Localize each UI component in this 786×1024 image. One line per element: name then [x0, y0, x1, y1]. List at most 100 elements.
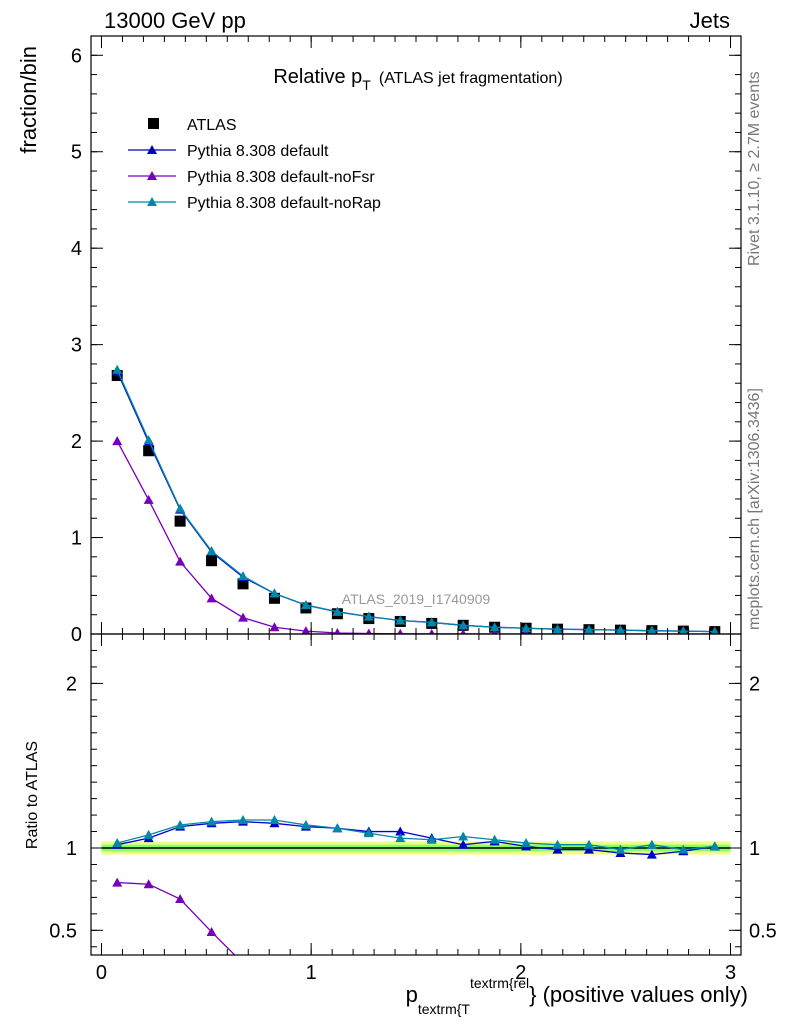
ratio-axis-label: Ratio to ATLAS: [24, 741, 41, 849]
series-3-ratio-line: [117, 819, 715, 851]
series-0-point: [268, 592, 280, 604]
ratio-series-group: [101, 815, 731, 1017]
series-3-ratio-point: [489, 834, 500, 844]
ratio-tick-label-right: 1: [749, 838, 760, 860]
series-3-ratio-point: [646, 839, 657, 849]
legend-label: ATLAS: [187, 117, 237, 134]
series-3-ratio-point: [206, 816, 217, 826]
series-2-point: [143, 494, 154, 504]
series-2-ratio-point: [143, 879, 154, 889]
main-series-group: [111, 364, 721, 634]
series-3-ratio-point: [175, 819, 186, 829]
series-3-point: [678, 626, 688, 634]
series-2-point: [491, 628, 498, 634]
series-3-point: [710, 626, 719, 634]
series-2-ratio-point: [112, 877, 123, 887]
series-1-ratio-point: [395, 826, 406, 836]
series-0-point: [143, 445, 155, 457]
series-3-point: [615, 625, 626, 634]
chart-title: Relative pT (ATLAS jet fragmentation): [273, 66, 562, 93]
series-1-ratio-line: [117, 821, 715, 856]
x-axis-label: ptextrm{T textrm{rel} (positive values on…: [406, 975, 748, 1017]
series-0-point: [206, 555, 218, 567]
x-axis-label-part: textrm{rel: [470, 975, 529, 991]
series-3-ratio-point: [615, 844, 626, 854]
series-3-point: [332, 606, 343, 616]
series-2-point: [365, 628, 372, 634]
series-3-point: [521, 623, 532, 633]
chart-title-note: (ATLAS jet fragmentation): [379, 70, 563, 87]
y-tick-label: 6: [71, 45, 82, 67]
series-2-point: [175, 556, 186, 566]
x-axis-label-part: textrm{T: [418, 1001, 471, 1017]
series-3-ratio-point: [552, 839, 563, 849]
header-right: Jets: [689, 8, 730, 33]
series-2-ratio-point: [175, 894, 186, 904]
series-3-ratio-point: [332, 823, 343, 833]
series-2-ratio-point: [301, 994, 311, 1003]
series-1-ratio-point: [583, 844, 594, 854]
series-2-ratio-point: [647, 1008, 657, 1017]
series-0-point: [174, 515, 186, 527]
x-tick-label: 3: [725, 962, 736, 984]
series-3-line: [116, 369, 715, 633]
series-2-ratio-point: [521, 1007, 531, 1016]
x-tick-label: 0: [96, 962, 107, 984]
series-2-ratio-point: [710, 1008, 720, 1017]
series-3-ratio-point: [395, 833, 406, 843]
series-3-point: [426, 617, 437, 627]
legend-marker: [148, 118, 159, 129]
series-2-ratio-point: [206, 926, 217, 936]
series-2-point: [112, 436, 123, 446]
series-1-ratio-point: [552, 844, 563, 854]
series-3-point: [300, 600, 311, 610]
series-2-point: [397, 628, 404, 634]
series-2-point: [460, 628, 466, 634]
series-3-ratio-point: [583, 839, 594, 849]
series-3-ratio-point: [238, 815, 249, 825]
series-3-point: [175, 503, 186, 513]
series-3-point: [458, 620, 469, 630]
series-3-point: [238, 571, 249, 581]
y-tick-label: 0: [71, 624, 82, 646]
series-2-ratio-line: [117, 881, 236, 955]
legend-marker: [147, 171, 157, 180]
legend-label: Pythia 8.308 default-noRap: [187, 195, 381, 212]
series-3-ratio-point: [363, 828, 374, 838]
series-2-ratio-point: [553, 1008, 563, 1017]
series-3-point: [647, 625, 657, 634]
series-3-ratio-point: [269, 815, 280, 825]
ratio-tick-label: 0.5: [49, 920, 77, 942]
ratio-tick-label-right: 2: [749, 673, 760, 695]
x-tick-label: 1: [306, 962, 317, 984]
series-3-point: [552, 624, 563, 634]
series-3-ratio-point: [112, 838, 123, 848]
series-0-point: [237, 578, 249, 590]
series-3-ratio-point: [709, 841, 720, 851]
legend-marker: [147, 145, 157, 154]
series-2-ratio-point: [395, 1006, 405, 1015]
series-3-ratio-point: [458, 831, 469, 841]
chart-title-main: Relative p: [273, 66, 362, 88]
y-axis-label: fraction/bin: [16, 46, 41, 154]
legend-label: Pythia 8.308 default-noFsr: [187, 169, 375, 186]
series-3-ratio-point: [521, 838, 532, 848]
series-2-ratio-point: [490, 1007, 500, 1016]
series-3-ratio-point: [143, 829, 154, 839]
watermark: ATLAS_2019_I1740909: [342, 591, 491, 607]
series-3-ratio-point: [300, 819, 311, 829]
series-1-ratio-point: [458, 839, 469, 849]
header-left: 13000 GeV pp: [104, 8, 246, 33]
series-3-point: [395, 615, 406, 625]
y-tick-label: 5: [71, 142, 82, 164]
x-axis-label-part: } (positive values only): [529, 982, 748, 1007]
series-1-ratio-point: [646, 849, 657, 859]
series-3-point: [489, 622, 500, 632]
series-3-point: [583, 624, 594, 634]
ratio-tick-label: 2: [66, 673, 77, 695]
series-2-ratio-point: [269, 983, 279, 992]
x-axis-label-part: p: [406, 982, 418, 1007]
y-tick-label: 3: [71, 335, 82, 357]
series-3-point: [206, 546, 217, 556]
series-2-point: [269, 622, 280, 632]
